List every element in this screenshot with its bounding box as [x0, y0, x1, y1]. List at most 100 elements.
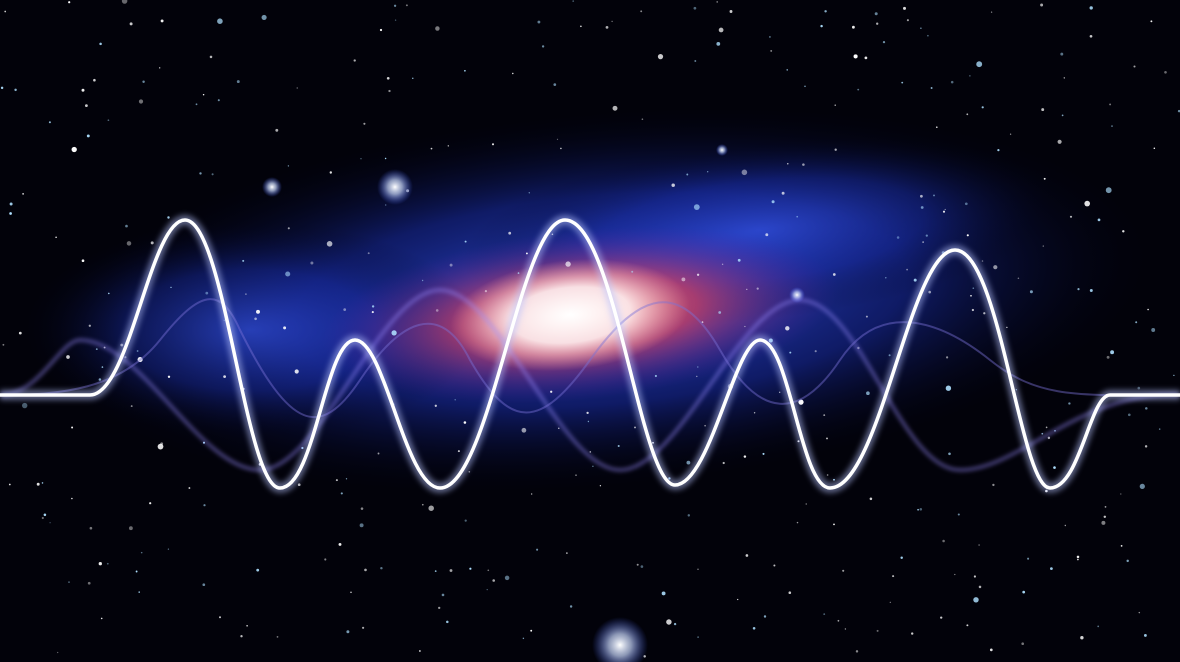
- star: [362, 627, 364, 629]
- star: [744, 326, 745, 327]
- star: [655, 375, 657, 377]
- star: [350, 592, 352, 594]
- star: [72, 147, 77, 152]
- star: [866, 391, 870, 395]
- star: [823, 613, 825, 615]
- star: [926, 234, 928, 236]
- star: [606, 26, 609, 29]
- star: [718, 311, 721, 314]
- star: [125, 225, 128, 228]
- star: [1138, 387, 1141, 390]
- star: [131, 405, 133, 407]
- star: [298, 483, 301, 486]
- star: [992, 484, 994, 486]
- star: [435, 405, 437, 407]
- star: [900, 556, 902, 558]
- star: [49, 121, 51, 123]
- star: [68, 1, 70, 3]
- star: [529, 192, 530, 193]
- star: [310, 262, 313, 265]
- star: [782, 192, 785, 195]
- star: [283, 326, 286, 329]
- star: [361, 507, 364, 510]
- star: [618, 445, 620, 447]
- star: [485, 290, 487, 292]
- star: [1070, 216, 1072, 218]
- star: [903, 7, 906, 10]
- star: [765, 233, 768, 236]
- star: [419, 650, 421, 652]
- star: [1107, 356, 1110, 359]
- star: [4, 11, 6, 13]
- star: [613, 106, 618, 111]
- star: [9, 212, 12, 215]
- star: [911, 632, 913, 634]
- star: [139, 99, 143, 103]
- star: [341, 492, 343, 494]
- star: [637, 564, 639, 566]
- star: [339, 543, 342, 546]
- star: [906, 269, 908, 271]
- star: [804, 86, 806, 88]
- star: [242, 260, 244, 262]
- star: [1058, 140, 1062, 144]
- star: [159, 67, 160, 68]
- star: [93, 79, 96, 82]
- star: [920, 195, 923, 198]
- star: [914, 279, 917, 282]
- star: [387, 77, 390, 80]
- star: [586, 412, 588, 414]
- star: [343, 308, 346, 311]
- star: [37, 483, 40, 486]
- star: [796, 216, 798, 218]
- star: [1159, 428, 1160, 429]
- star: [928, 291, 931, 294]
- star: [127, 241, 132, 246]
- star: [970, 295, 972, 297]
- star: [600, 485, 601, 486]
- star: [833, 479, 835, 481]
- star: [391, 330, 396, 335]
- star: [360, 523, 364, 527]
- star: [1104, 516, 1106, 518]
- star: [454, 399, 455, 400]
- star: [662, 591, 666, 595]
- star: [168, 376, 170, 378]
- star: [363, 123, 365, 125]
- star: [835, 105, 836, 106]
- star: [966, 624, 968, 626]
- star: [1164, 71, 1167, 74]
- star: [772, 200, 775, 203]
- star: [773, 564, 775, 566]
- star: [835, 149, 837, 151]
- star: [170, 287, 171, 288]
- star: [438, 607, 440, 609]
- star: [1068, 402, 1070, 404]
- star: [435, 570, 437, 572]
- star: [754, 412, 755, 413]
- star: [954, 574, 955, 575]
- star: [537, 21, 540, 24]
- star: [716, 1, 718, 3]
- star: [611, 21, 612, 22]
- star: [354, 59, 356, 61]
- star: [1046, 427, 1048, 429]
- star: [435, 26, 439, 30]
- star: [942, 540, 945, 543]
- star: [422, 280, 423, 281]
- star: [764, 615, 766, 617]
- star: [203, 504, 205, 506]
- star: [966, 113, 968, 115]
- star: [876, 23, 878, 25]
- star: [327, 241, 333, 247]
- star: [1147, 309, 1149, 311]
- star: [1154, 147, 1156, 149]
- star: [997, 149, 999, 151]
- star: [877, 630, 879, 632]
- star: [779, 392, 780, 393]
- star: [982, 106, 984, 108]
- star: [428, 505, 434, 511]
- star: [202, 583, 205, 586]
- star: [936, 126, 938, 128]
- star: [372, 305, 374, 307]
